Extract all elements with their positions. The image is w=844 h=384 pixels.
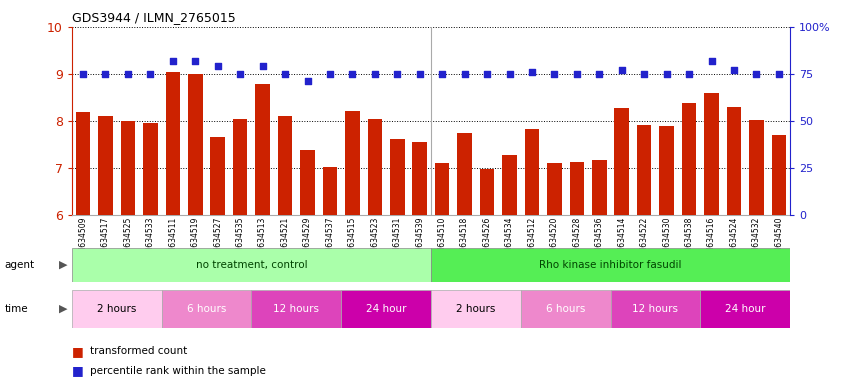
Text: ■: ■ <box>72 364 84 377</box>
Text: 12 hours: 12 hours <box>273 304 319 314</box>
Text: 6 hours: 6 hours <box>545 304 585 314</box>
Point <box>278 71 291 77</box>
Bar <box>726 107 740 215</box>
Point <box>592 71 605 77</box>
Text: time: time <box>4 304 28 314</box>
Bar <box>187 74 203 215</box>
Bar <box>143 123 158 215</box>
Point <box>413 71 426 77</box>
Text: 24 hour: 24 hour <box>365 304 406 314</box>
Bar <box>255 84 269 215</box>
Point <box>636 71 650 77</box>
Point <box>390 71 403 77</box>
Text: ▶: ▶ <box>59 304 68 314</box>
Bar <box>341 290 430 328</box>
Bar <box>700 290 789 328</box>
Bar <box>367 119 381 215</box>
Bar <box>344 111 360 215</box>
Bar <box>161 290 252 328</box>
Bar <box>658 126 674 215</box>
Point <box>570 71 583 77</box>
Bar <box>430 290 520 328</box>
Text: 6 hours: 6 hours <box>187 304 226 314</box>
Text: agent: agent <box>4 260 35 270</box>
Point <box>704 58 717 64</box>
Bar <box>278 116 292 215</box>
Point <box>368 71 381 77</box>
Point <box>188 58 202 64</box>
Text: no treatment, control: no treatment, control <box>195 260 307 270</box>
Bar <box>390 139 404 215</box>
Text: 12 hours: 12 hours <box>631 304 678 314</box>
Bar <box>569 162 583 215</box>
Bar <box>703 93 718 215</box>
Bar <box>610 290 700 328</box>
Bar <box>771 135 785 215</box>
Bar <box>412 142 426 215</box>
Text: Rho kinase inhibitor fasudil: Rho kinase inhibitor fasudil <box>538 260 681 270</box>
Point <box>771 71 785 77</box>
Bar <box>252 290 341 328</box>
Bar <box>430 248 789 282</box>
Bar <box>749 120 763 215</box>
Bar <box>501 155 517 215</box>
Point <box>121 71 134 77</box>
Bar <box>614 108 628 215</box>
Point <box>457 71 471 77</box>
Point <box>749 71 762 77</box>
Point <box>681 71 695 77</box>
Bar <box>300 150 315 215</box>
Bar <box>435 163 449 215</box>
Bar <box>98 116 112 215</box>
Text: 24 hour: 24 hour <box>724 304 765 314</box>
Bar <box>681 103 695 215</box>
Point <box>256 63 269 70</box>
Bar <box>121 121 135 215</box>
Bar <box>520 290 610 328</box>
Point <box>211 63 225 70</box>
Bar <box>524 129 538 215</box>
Point <box>727 67 740 73</box>
Bar <box>457 133 471 215</box>
Bar <box>165 71 180 215</box>
Text: ▶: ▶ <box>59 260 68 270</box>
Text: GDS3944 / ILMN_2765015: GDS3944 / ILMN_2765015 <box>72 12 235 25</box>
Point <box>502 71 516 77</box>
Text: 2 hours: 2 hours <box>456 304 495 314</box>
Bar <box>72 290 161 328</box>
Point <box>525 69 538 75</box>
Text: transformed count: transformed count <box>90 346 187 356</box>
Text: ■: ■ <box>72 345 84 358</box>
Point <box>659 71 673 77</box>
Bar <box>479 169 494 215</box>
Point <box>166 58 180 64</box>
Bar <box>210 137 225 215</box>
Bar <box>592 159 606 215</box>
Text: 2 hours: 2 hours <box>97 304 136 314</box>
Point <box>300 78 314 84</box>
Point <box>322 71 336 77</box>
Point <box>479 71 493 77</box>
Point <box>233 71 246 77</box>
Point <box>435 71 448 77</box>
Point <box>345 71 359 77</box>
Bar <box>322 167 337 215</box>
Bar <box>72 248 430 282</box>
Text: percentile rank within the sample: percentile rank within the sample <box>90 366 266 376</box>
Bar <box>76 112 90 215</box>
Point <box>547 71 560 77</box>
Bar <box>233 119 247 215</box>
Point <box>99 71 112 77</box>
Bar <box>636 125 651 215</box>
Point <box>143 71 157 77</box>
Point <box>76 71 89 77</box>
Bar <box>546 163 561 215</box>
Point <box>614 67 628 73</box>
